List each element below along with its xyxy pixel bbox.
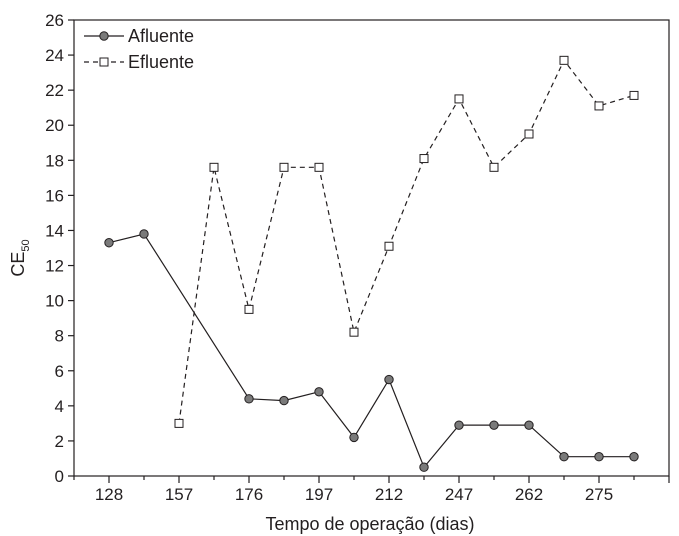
data-point-afluente (279, 395, 289, 406)
y-axis-label-main: CE (8, 252, 28, 277)
x-tick-label: 197 (305, 485, 333, 504)
data-point-efluente (524, 129, 534, 139)
data-point-afluente (559, 452, 569, 462)
data-point-afluente (139, 229, 149, 239)
series-line-efluente (178, 59, 635, 424)
x-tick-label: 176 (235, 485, 263, 504)
data-point-efluente (209, 162, 219, 172)
y-tick-label: 20 (45, 116, 64, 135)
y-tick-label: 14 (45, 221, 64, 240)
data-point-efluente (489, 162, 499, 172)
x-tick-label: 262 (515, 485, 543, 504)
data-point-afluente (629, 452, 639, 462)
data-point-efluente (384, 241, 394, 251)
y-tick-label: 22 (45, 81, 64, 100)
data-point-afluente (489, 420, 499, 430)
y-tick-label: 18 (45, 151, 64, 170)
y-axis-label: CE50 (8, 239, 32, 276)
y-tick-label: 4 (55, 397, 64, 416)
x-tick-label: 247 (445, 485, 473, 504)
legend-label-efluente: Efluente (128, 52, 194, 72)
data-point-afluente (244, 394, 254, 404)
series-line-afluente (108, 233, 634, 469)
series-markers (104, 55, 639, 472)
x-axis-label: Tempo de operação (dias) (265, 514, 474, 534)
grid-and-axes (73, 19, 670, 477)
data-point-afluente (524, 420, 534, 430)
x-tick-label: 212 (375, 485, 403, 504)
data-point-efluente (559, 55, 569, 65)
legend-marker-afluente (99, 31, 109, 41)
y-tick-label: 8 (55, 327, 64, 346)
y-tick-label: 12 (45, 257, 64, 276)
data-point-afluente (454, 420, 464, 430)
x-tick-label: 128 (95, 485, 123, 504)
data-point-afluente (349, 432, 359, 443)
data-point-efluente (419, 154, 429, 164)
y-tick-label: 24 (45, 46, 64, 65)
y-tick-label: 26 (45, 11, 64, 30)
legend-label-afluente: Afluente (128, 26, 194, 46)
x-axis-ticks: 128 157 176 197 212 247 262 275 (73, 476, 670, 504)
y-axis-label-subscript: 50 (20, 239, 32, 251)
y-tick-label: 16 (45, 186, 64, 205)
x-tick-label: 157 (165, 485, 193, 504)
data-point-efluente (314, 162, 324, 172)
series-lines (108, 59, 635, 469)
data-point-afluente (384, 374, 394, 385)
y-tick-label: 6 (55, 362, 64, 381)
legend-marker-efluente (99, 57, 109, 67)
data-point-efluente (349, 327, 359, 337)
y-tick-label: 0 (55, 467, 64, 486)
data-point-efluente (629, 90, 639, 100)
data-point-efluente (279, 162, 289, 172)
data-point-afluente (594, 452, 604, 462)
data-point-efluente (454, 94, 464, 104)
data-point-afluente (314, 387, 324, 397)
legend: Afluente Efluente (84, 26, 194, 72)
plot-frame (73, 19, 670, 477)
data-point-efluente (174, 418, 184, 428)
data-point-efluente (594, 101, 604, 111)
y-tick-label: 10 (45, 292, 64, 311)
data-point-efluente (244, 304, 254, 314)
x-tick-label: 275 (585, 485, 613, 504)
y-tick-label: 2 (55, 432, 64, 451)
data-point-afluente (104, 238, 114, 248)
data-point-afluente (419, 462, 429, 472)
